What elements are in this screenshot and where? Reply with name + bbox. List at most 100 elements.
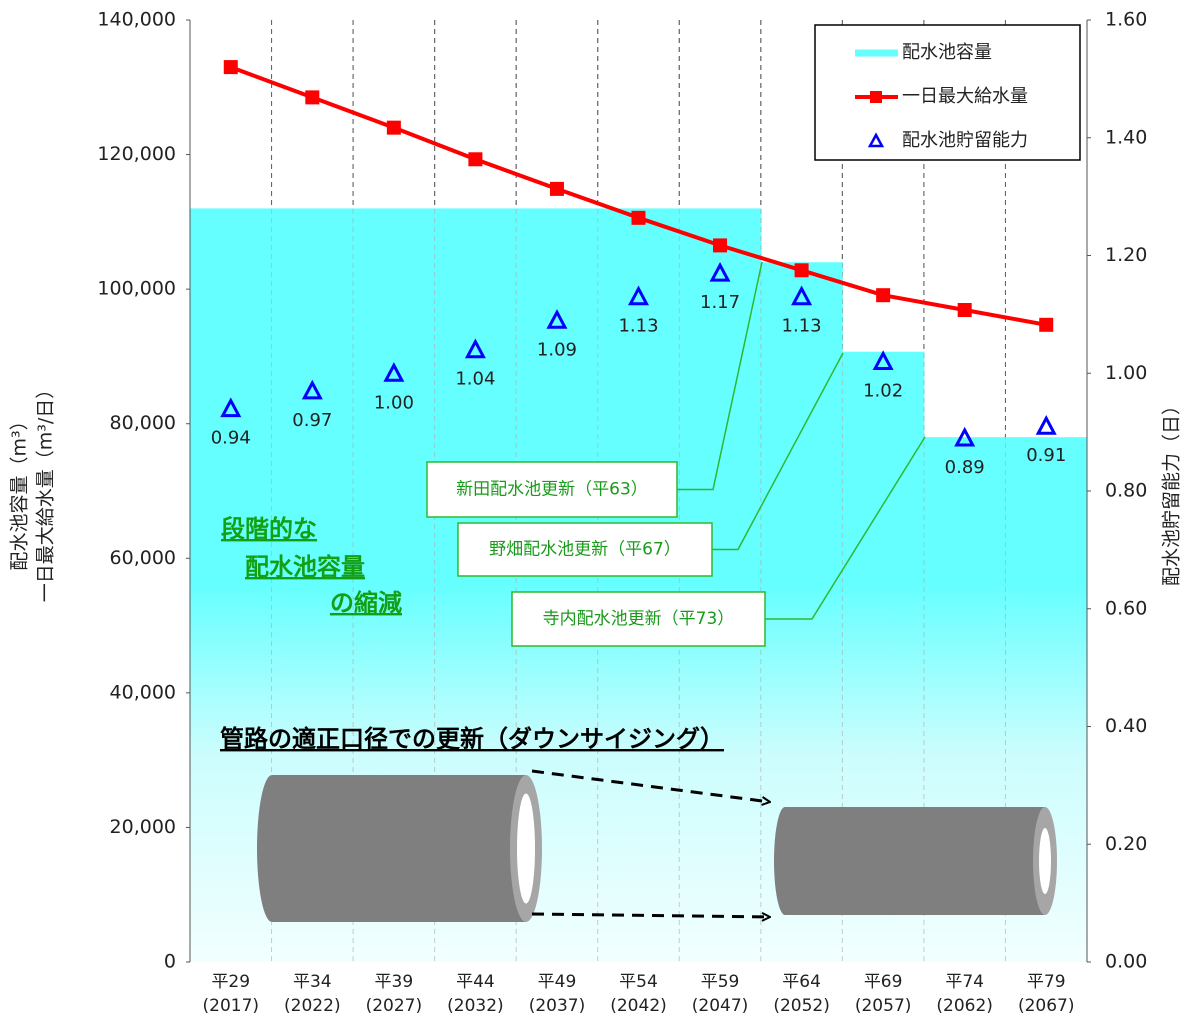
y-tick-label: 100,000 — [97, 278, 176, 300]
annotation: 寺内配水池更新（平73） — [543, 609, 735, 629]
triangle-marker — [546, 309, 568, 329]
triangle-marker — [464, 338, 486, 359]
bar — [679, 208, 762, 962]
triangle-marker — [954, 426, 976, 447]
triangle-marker — [628, 285, 649, 306]
pipe-end — [774, 807, 796, 915]
marker — [876, 288, 891, 303]
data-label: 1.04 — [455, 369, 495, 390]
annotation-box — [511, 591, 766, 647]
pipe-hole — [517, 793, 535, 904]
leader-line — [765, 436, 926, 620]
legend-box — [814, 24, 1081, 161]
legend-label: 配水池容量 — [902, 42, 992, 63]
x-tick-label: (2042) — [610, 996, 667, 1016]
x-tick-label: (2052) — [773, 996, 830, 1016]
x-tick-label: 平64 — [782, 972, 821, 992]
y-axis-title: 配水池容量（m³） — [9, 411, 31, 570]
x-tick-label: 平59 — [701, 972, 740, 992]
pipe-body — [785, 807, 1045, 915]
triangle-marker — [1035, 415, 1057, 435]
data-label: 1.02 — [863, 380, 903, 401]
data-label: 1.13 — [782, 316, 822, 337]
annotation: 新田配水池更新（平63） — [456, 480, 648, 500]
y-tick-label: 140,000 — [97, 9, 176, 31]
x-tick-label: 平69 — [864, 972, 903, 992]
marker — [386, 120, 401, 135]
y2-tick-label: 0.00 — [1105, 951, 1147, 973]
y-tick-label: 0 — [164, 951, 176, 973]
triangle-marker — [791, 285, 813, 306]
pipe-body — [272, 775, 526, 922]
y-tick-label: 80,000 — [110, 412, 176, 434]
marker — [713, 238, 728, 253]
x-tick-label: (2062) — [936, 996, 993, 1016]
x-tick-label: (2047) — [692, 996, 749, 1016]
marker — [631, 210, 646, 225]
arrow — [531, 769, 770, 802]
triangle-marker — [301, 379, 323, 400]
y-tick-label: 20,000 — [110, 816, 176, 838]
y2-tick-label: 0.80 — [1105, 480, 1147, 502]
data-label: 0.94 — [211, 428, 251, 449]
illustration — [257, 769, 1057, 922]
data-label: 0.91 — [1026, 445, 1066, 466]
data-label: 1.00 — [374, 392, 414, 413]
marker — [957, 303, 972, 318]
data-label: 1.09 — [537, 339, 577, 360]
note: 管路の適正口径での更新（ダウンサイジング） — [220, 725, 724, 753]
y-tick-label: 120,000 — [97, 143, 176, 165]
triangle-marker — [872, 350, 894, 370]
x-tick-label: 平49 — [538, 972, 577, 992]
y-axis-title: 一日最大給水量（m³/日） — [35, 380, 57, 603]
marker — [794, 263, 809, 278]
y2-tick-label: 1.60 — [1105, 9, 1147, 31]
y2-tick-label: 1.20 — [1105, 244, 1147, 266]
y2-tick-label: 1.00 — [1105, 362, 1147, 384]
legend-label: 一日最大給水量 — [902, 86, 1028, 107]
y-tick-label: 60,000 — [110, 547, 176, 569]
marker — [223, 60, 238, 75]
y2-tick-label: 0.40 — [1105, 715, 1147, 737]
data-label: 0.89 — [945, 457, 985, 478]
annotation-box — [426, 461, 678, 518]
data-label: 1.17 — [700, 292, 740, 313]
x-tick-label: 平79 — [1027, 972, 1066, 992]
pipe-hole — [1039, 828, 1051, 894]
x-tick-label: (2057) — [855, 996, 912, 1016]
pipe-end — [257, 775, 287, 922]
x-tick-label: 平39 — [375, 972, 414, 992]
data-label: 0.97 — [292, 410, 332, 431]
y-tick-label: 40,000 — [110, 681, 176, 703]
x-tick-label: 平29 — [211, 972, 250, 992]
x-tick-label: (2032) — [447, 996, 504, 1016]
leader-line — [712, 352, 844, 551]
legend-swatch — [867, 132, 885, 148]
data-label: 1.13 — [618, 316, 658, 337]
annotation: 野畑配水池更新（平67） — [489, 540, 681, 560]
y2-tick-label: 0.60 — [1105, 597, 1147, 619]
marker — [1039, 317, 1054, 332]
y2-axis-title: 配水池貯留能力（日） — [1161, 396, 1183, 586]
x-tick-label: (2017) — [203, 996, 260, 1016]
marker — [468, 152, 483, 167]
y2-tick-label: 1.40 — [1105, 126, 1147, 148]
x-tick-label: 平74 — [945, 972, 984, 992]
triangle-marker — [383, 362, 405, 382]
x-tick-label: (2037) — [529, 996, 586, 1016]
callout: 配水池容量 — [245, 553, 365, 581]
legend-swatch — [870, 91, 882, 103]
x-tick-label: (2022) — [284, 996, 341, 1016]
legend-label: 配水池貯留能力 — [902, 130, 1028, 151]
callout: の縮減 — [330, 589, 402, 617]
marker — [305, 90, 320, 105]
x-tick-label: (2027) — [366, 996, 423, 1016]
x-tick-label: 平34 — [293, 972, 332, 992]
callout: 段階的な — [221, 515, 317, 543]
x-tick-label: 平44 — [456, 972, 495, 992]
y2-tick-label: 0.20 — [1105, 833, 1147, 855]
annotation-box — [457, 522, 713, 577]
label-layer: 0 20,000 40,000 60,000 80,000 100,000 120,000 1… — [9, 9, 1183, 1017]
x-tick-label: 平54 — [619, 972, 658, 992]
